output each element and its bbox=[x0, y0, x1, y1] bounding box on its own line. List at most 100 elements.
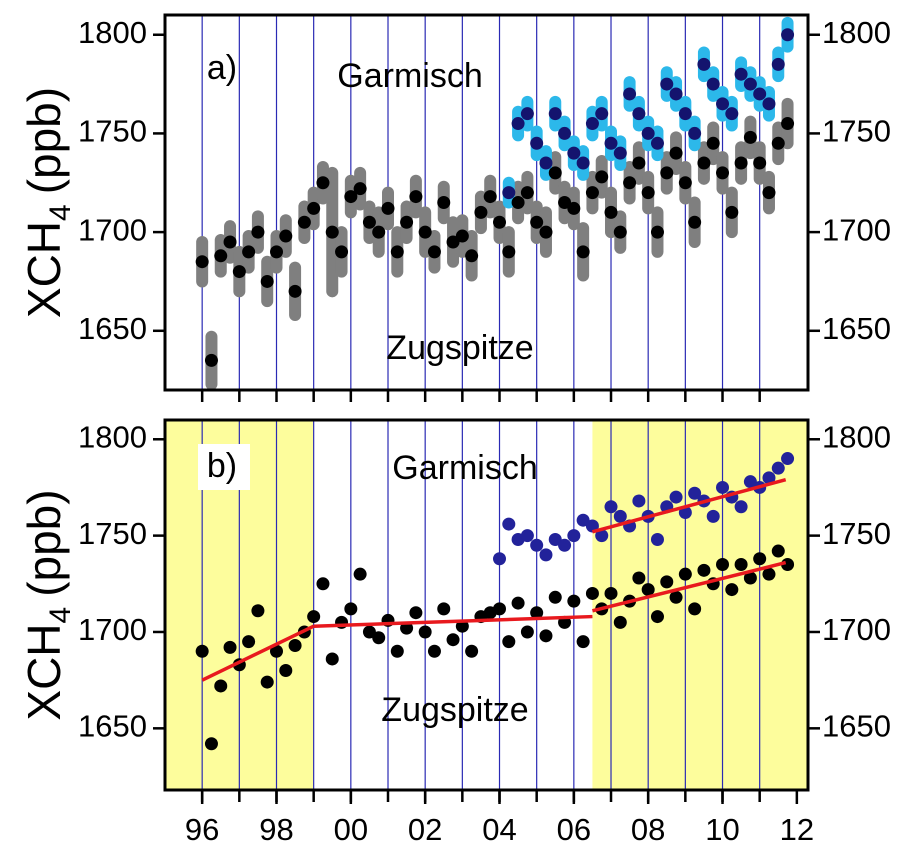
y-label-sub: 4 bbox=[44, 204, 77, 221]
data-point bbox=[678, 176, 692, 190]
data-point bbox=[669, 490, 683, 504]
data-point bbox=[734, 500, 748, 514]
y2-tick-label: 1650 bbox=[822, 709, 891, 744]
data-point bbox=[195, 255, 209, 269]
data-point bbox=[232, 265, 246, 279]
data-point bbox=[548, 107, 562, 121]
data-point bbox=[697, 57, 711, 71]
data-point bbox=[576, 635, 590, 649]
data-point bbox=[251, 604, 265, 618]
data-point bbox=[743, 130, 757, 144]
data-point bbox=[530, 606, 544, 620]
x-tick-label: 00 bbox=[334, 812, 368, 846]
data-point bbox=[781, 452, 795, 466]
y-tick-label: 1800 bbox=[78, 419, 147, 454]
data-point bbox=[641, 583, 655, 597]
data-point bbox=[762, 186, 776, 200]
data-point bbox=[725, 107, 739, 121]
data-point bbox=[613, 615, 627, 629]
y-tick-label: 1750 bbox=[78, 114, 147, 149]
data-point bbox=[734, 67, 748, 81]
y-label-unit: (ppb) bbox=[18, 489, 70, 596]
y2-tick-label: 1800 bbox=[822, 15, 891, 50]
data-point bbox=[567, 201, 581, 215]
panel: 96 98 00 02 04 06 08 10 12 1650 1650 1700 1700 1750 17… bbox=[18, 418, 891, 846]
data-point bbox=[716, 558, 730, 572]
data-point bbox=[725, 205, 739, 219]
data-point bbox=[567, 146, 581, 160]
data-point bbox=[548, 532, 562, 546]
data-point bbox=[688, 602, 702, 616]
data-point bbox=[204, 353, 218, 367]
data-point bbox=[678, 567, 692, 581]
y-tick-label: 1700 bbox=[78, 212, 147, 247]
data-point bbox=[437, 602, 451, 616]
data-point bbox=[307, 610, 321, 624]
data-point bbox=[558, 196, 572, 209]
label-box bbox=[198, 444, 250, 490]
data-point bbox=[688, 126, 702, 140]
y2-tick-label: 1750 bbox=[822, 114, 891, 149]
data-point bbox=[493, 602, 507, 616]
y2-tick-label: 1700 bbox=[822, 212, 891, 247]
data-point bbox=[288, 638, 302, 652]
data-point bbox=[214, 679, 228, 693]
data-point bbox=[353, 567, 367, 581]
data-point bbox=[465, 249, 479, 263]
data-point bbox=[242, 635, 256, 649]
data-point bbox=[362, 625, 376, 639]
data-point bbox=[762, 567, 776, 581]
data-point bbox=[595, 170, 609, 184]
data-point bbox=[418, 625, 432, 639]
data-point bbox=[474, 205, 488, 219]
data-point bbox=[502, 186, 516, 200]
plot-frame bbox=[163, 13, 810, 392]
data-point bbox=[520, 107, 534, 121]
panel-label: b) bbox=[207, 447, 237, 485]
x-tick-label: 08 bbox=[631, 812, 665, 846]
data-point bbox=[734, 156, 748, 170]
data-point bbox=[251, 225, 265, 239]
data-point bbox=[632, 571, 646, 585]
x-tick-label: 04 bbox=[482, 812, 516, 846]
data-point bbox=[604, 500, 618, 514]
data-point bbox=[604, 136, 618, 150]
x-tick-label: 96 bbox=[185, 812, 219, 846]
data-point bbox=[381, 201, 395, 215]
y-axis-label: XCH4 (ppb) bbox=[18, 87, 77, 318]
data-point bbox=[595, 529, 609, 543]
data-point bbox=[650, 610, 664, 624]
data-point bbox=[706, 77, 720, 91]
data-point bbox=[400, 621, 414, 635]
data-point bbox=[502, 635, 516, 649]
data-point bbox=[585, 117, 599, 131]
data-point bbox=[660, 575, 674, 589]
data-point bbox=[706, 509, 720, 523]
data-point bbox=[595, 107, 609, 121]
x-tick-label: 98 bbox=[259, 812, 293, 846]
data-point bbox=[558, 126, 572, 140]
trend-line bbox=[313, 614, 593, 628]
data-point bbox=[604, 586, 618, 600]
data-point bbox=[316, 577, 330, 591]
data-point bbox=[585, 586, 599, 600]
annotation: Garmisch bbox=[392, 449, 537, 487]
data-point bbox=[613, 146, 627, 160]
data-point bbox=[781, 28, 795, 42]
y-label-main: XCH bbox=[18, 221, 70, 318]
data-point bbox=[195, 644, 209, 658]
data-point bbox=[418, 225, 432, 239]
data-point bbox=[771, 461, 785, 475]
data-point bbox=[530, 136, 544, 150]
data-point bbox=[400, 215, 414, 229]
data-point bbox=[650, 136, 664, 150]
y-label-main: XCH bbox=[18, 623, 70, 720]
y-label-unit: (ppb) bbox=[18, 87, 70, 194]
data-point bbox=[223, 640, 237, 654]
data-point bbox=[688, 215, 702, 229]
trend-line bbox=[201, 624, 315, 682]
data-point bbox=[325, 652, 339, 666]
data-point bbox=[427, 245, 441, 259]
data-point bbox=[604, 205, 618, 219]
